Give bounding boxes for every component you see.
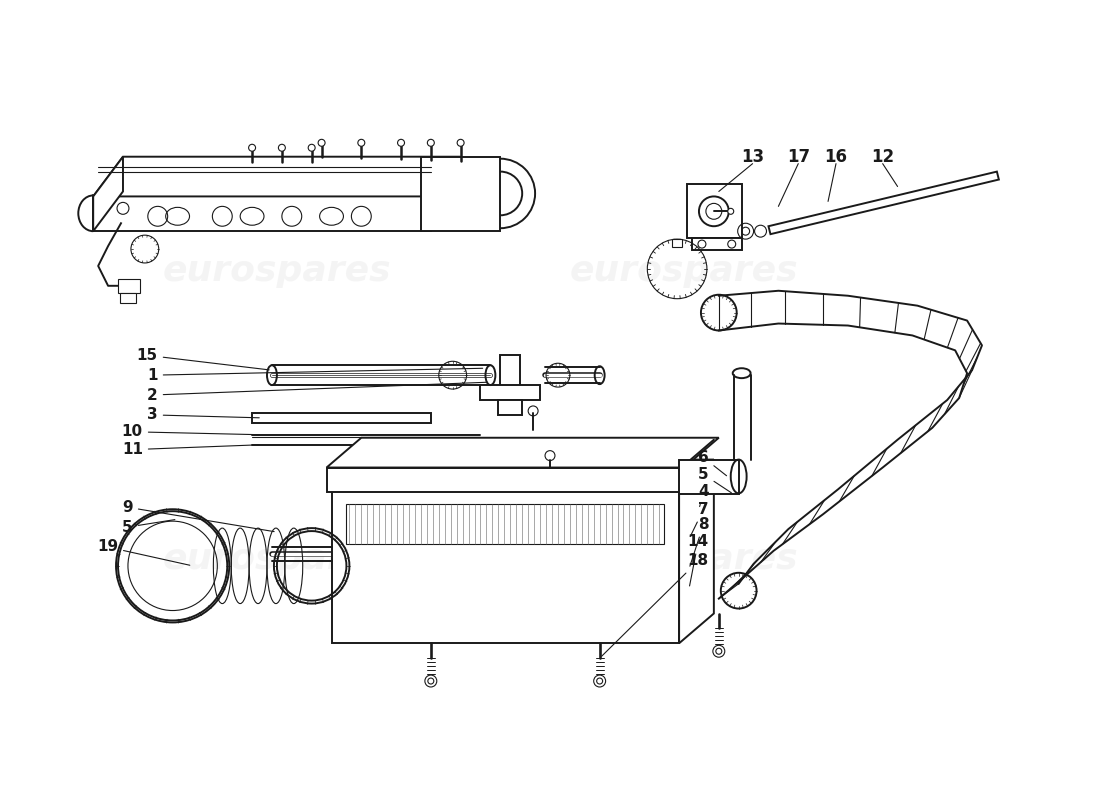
Bar: [331, 490, 679, 643]
Circle shape: [278, 144, 285, 151]
Text: 5: 5: [698, 467, 732, 493]
Text: eurospares: eurospares: [163, 542, 392, 576]
Circle shape: [318, 139, 326, 146]
Text: eurospares: eurospares: [570, 254, 799, 288]
Text: 1: 1: [147, 368, 483, 382]
Polygon shape: [327, 438, 718, 467]
Text: 8: 8: [690, 517, 708, 566]
Polygon shape: [94, 157, 123, 231]
Bar: [692, 238, 741, 250]
Circle shape: [397, 139, 405, 146]
Circle shape: [308, 144, 315, 151]
Text: 14: 14: [688, 534, 708, 586]
Circle shape: [428, 139, 435, 146]
Text: 6: 6: [698, 450, 727, 476]
Polygon shape: [94, 197, 431, 231]
Polygon shape: [94, 157, 461, 197]
Circle shape: [458, 139, 464, 146]
Circle shape: [358, 139, 365, 146]
Bar: [120, 293, 136, 302]
Text: 2: 2: [147, 382, 487, 402]
Circle shape: [249, 144, 255, 151]
Text: 16: 16: [825, 148, 847, 166]
Text: 3: 3: [147, 407, 260, 422]
Bar: [688, 183, 741, 238]
Bar: [118, 279, 140, 293]
Text: 17: 17: [786, 148, 810, 166]
Bar: [679, 459, 739, 494]
Polygon shape: [331, 459, 714, 490]
Text: 10: 10: [122, 424, 260, 439]
Text: 19: 19: [97, 539, 190, 566]
Text: 13: 13: [741, 148, 764, 166]
Text: 12: 12: [871, 148, 894, 166]
Polygon shape: [769, 171, 999, 234]
Bar: [498, 400, 522, 415]
Text: 9: 9: [122, 500, 274, 532]
Text: 11: 11: [122, 442, 260, 457]
Polygon shape: [718, 290, 982, 598]
Bar: [327, 467, 684, 492]
Bar: [481, 385, 540, 400]
Text: 18: 18: [602, 554, 708, 656]
Text: eurospares: eurospares: [570, 542, 799, 576]
Bar: [500, 355, 520, 410]
Polygon shape: [679, 459, 714, 643]
Text: 7: 7: [690, 502, 708, 537]
Text: 4: 4: [698, 484, 708, 506]
Text: 15: 15: [136, 348, 270, 370]
Bar: [346, 504, 664, 544]
Bar: [672, 239, 682, 247]
Text: eurospares: eurospares: [163, 254, 392, 288]
Bar: [421, 157, 500, 231]
Circle shape: [728, 208, 734, 214]
Bar: [252, 413, 431, 423]
Text: 5: 5: [122, 520, 175, 534]
